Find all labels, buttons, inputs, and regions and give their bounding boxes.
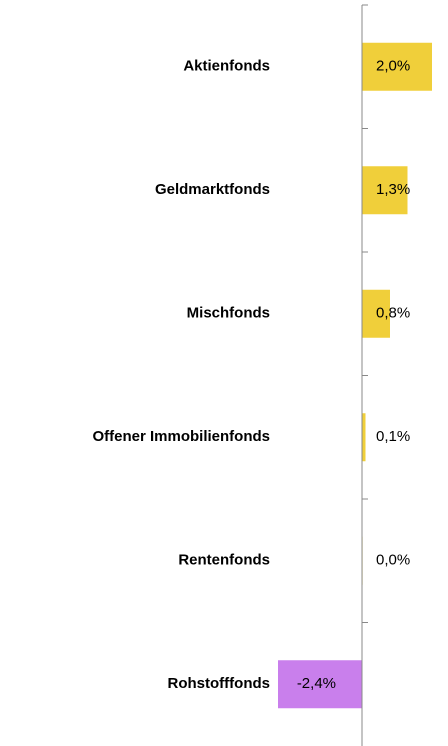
bar bbox=[362, 289, 390, 338]
category-label: Mischfonds bbox=[187, 305, 270, 322]
value-label: 0,8% bbox=[376, 305, 410, 322]
value-label: 0,0% bbox=[376, 552, 410, 569]
bar bbox=[278, 660, 362, 709]
category-label: Rentenfonds bbox=[178, 552, 270, 569]
value-label: -2,4% bbox=[297, 675, 336, 692]
value-label: 0,1% bbox=[376, 428, 410, 445]
value-label: 1,3% bbox=[376, 181, 410, 198]
category-label: Geldmarktfonds bbox=[155, 181, 270, 198]
bar bbox=[362, 166, 408, 215]
category-label: Offener Immobilienfonds bbox=[92, 428, 270, 445]
category-label: Aktienfonds bbox=[183, 58, 270, 75]
value-label: 2,0% bbox=[376, 58, 410, 75]
category-label: Rohstofffonds bbox=[168, 675, 270, 692]
bar bbox=[362, 42, 432, 91]
bar bbox=[362, 413, 366, 462]
